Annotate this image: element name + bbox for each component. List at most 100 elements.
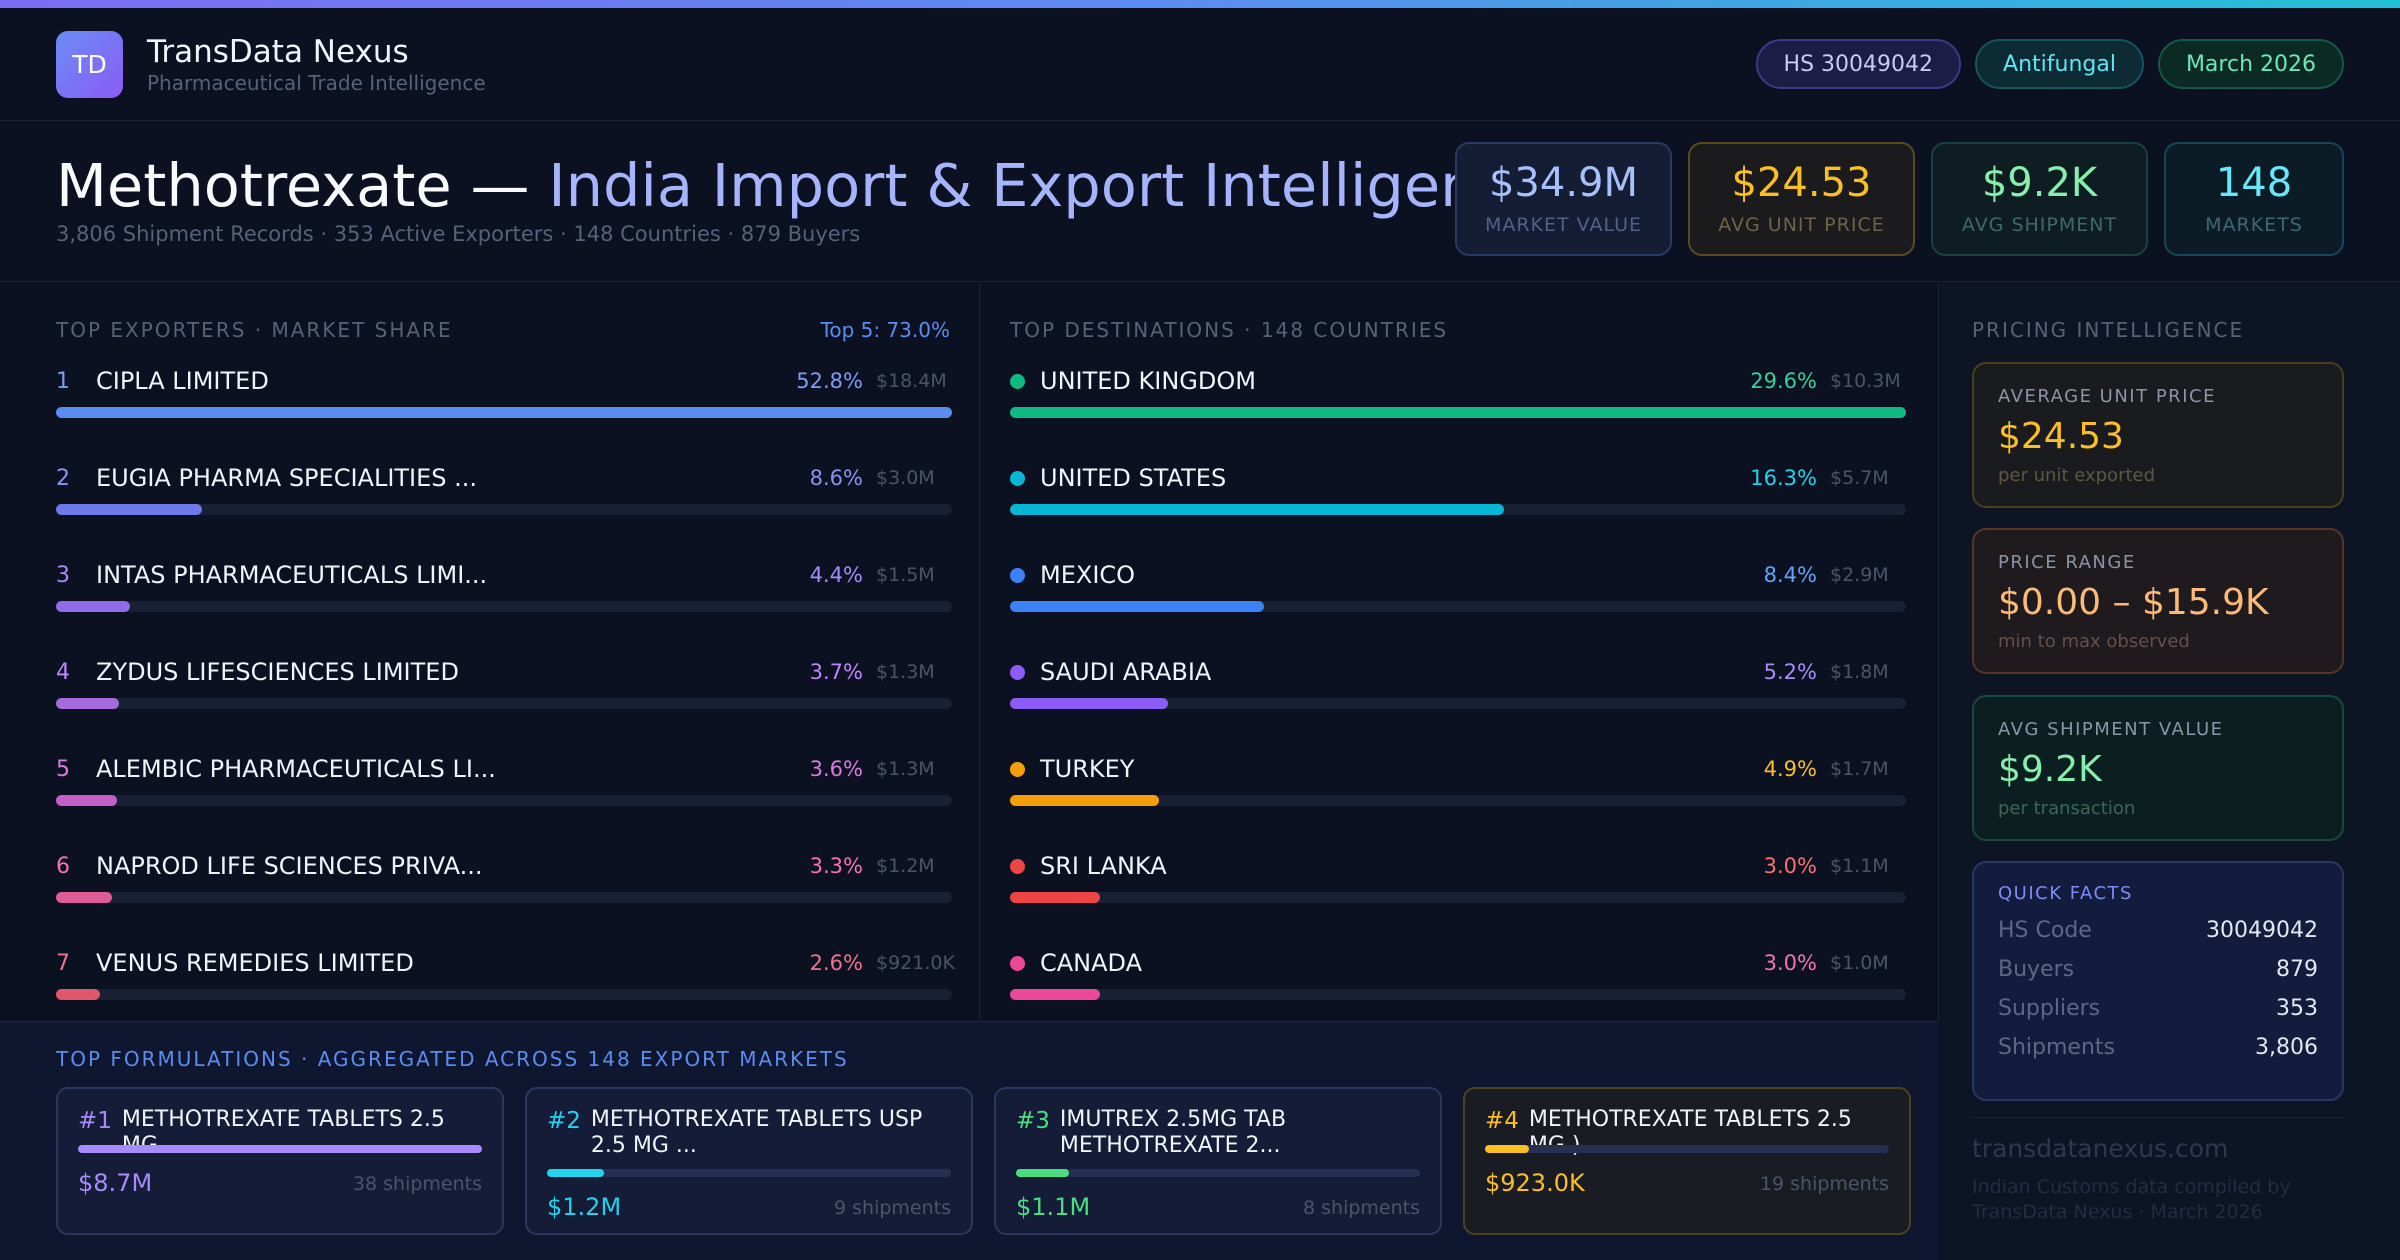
destination-share-pct: 29.6% [1750, 369, 1817, 393]
share-bar-fill [56, 407, 952, 418]
card-note: per transaction [1998, 798, 2136, 819]
destination-row[interactable]: SRI LANKA 3.0% $1.1M [1010, 850, 1906, 947]
stat-markets: 148 MARKETS [2164, 142, 2344, 256]
exporter-name: ALEMBIC PHARMACEUTICALS LI... [96, 755, 496, 783]
formulation-shipments: 19 shipments [1759, 1173, 1889, 1195]
formulation-value: $923.0K [1485, 1169, 1585, 1197]
destination-value: $1.7M [1830, 758, 1889, 780]
stat-value: $24.53 [1731, 160, 1872, 206]
card-label: AVG SHIPMENT VALUE [1998, 719, 2224, 740]
page-title-rest: India Import & Export Intelligence [529, 151, 1547, 220]
share-bar-fill [56, 795, 117, 806]
stat-label: MARKETS [2205, 214, 2303, 236]
top-destinations-panel: TOP DESTINATIONS · 148 COUNTRIES UNITED … [981, 283, 1939, 1020]
formulation-rank: #3 [1016, 1108, 1050, 1134]
exporter-value: $1.3M [876, 661, 935, 683]
exporter-row[interactable]: 1 CIPLA LIMITED 52.8% $18.4M [56, 365, 952, 462]
formulation-card[interactable]: #3 IMUTREX 2.5MG TAB METHOTREXATE 2... $1.… [994, 1087, 1442, 1235]
exporter-row-line: 4 ZYDUS LIFESCIENCES LIMITED 3.7% $1.3M [56, 656, 952, 688]
exporter-row[interactable]: 6 NAPROD LIFE SCIENCES PRIVA... 3.3% $1.2M [56, 850, 952, 947]
quick-facts-card: QUICK FACTS HS Code 30049042 Buyers 879 … [1972, 861, 2344, 1101]
brand-logo[interactable]: TD [56, 30, 123, 98]
exporter-row[interactable]: 2 EUGIA PHARMA SPECIALITIES ... 8.6% $3.0M [56, 462, 952, 559]
exporter-share-pct: 4.4% [809, 563, 863, 587]
exporter-share-pct: 2.6% [809, 951, 863, 975]
exporter-value: $1.2M [876, 855, 935, 877]
exporter-row[interactable]: 4 ZYDUS LIFESCIENCES LIMITED 3.7% $1.3M [56, 656, 952, 753]
data-credits: Indian Customs data compiled by TransDat… [1972, 1176, 2291, 1223]
exporter-row-line: 3 INTAS PHARMACEUTICALS LIMI... 4.4% $1.5M [56, 559, 952, 591]
stat-value: $9.2K [1981, 160, 2098, 206]
hs-code-pill[interactable]: HS 30049042 [1755, 39, 1962, 89]
exporter-value: $3.0M [876, 467, 935, 489]
share-bar-track [1010, 795, 1906, 806]
hero-section: Methotrexate — India Import & Export Int… [0, 122, 2400, 282]
formulation-card[interactable]: #2 METHOTREXATE TABLETS USP 2.5 MG ... $1.… [525, 1087, 973, 1235]
fact-value: 879 [2276, 957, 2318, 982]
site-link[interactable]: transdatanexus.com [1972, 1134, 2229, 1163]
share-bar-track [1010, 698, 1906, 709]
share-bar-fill [1010, 601, 1265, 612]
fact-key: Suppliers [1998, 996, 2101, 1021]
formulation-bar-fill [547, 1169, 604, 1177]
stat-label: AVG UNIT PRICE [1718, 214, 1885, 236]
card-note: min to max observed [1998, 631, 2190, 652]
share-bar-fill [56, 504, 203, 515]
share-bar-track [56, 892, 952, 903]
share-bar-track [56, 795, 952, 806]
share-bar-track [1010, 407, 1906, 418]
destination-name: CANADA [1040, 949, 1143, 977]
share-bar-fill [1010, 892, 1101, 903]
card-label: PRICE RANGE [1998, 552, 2136, 573]
destination-row-line: MEXICO 8.4% $2.9M [1010, 559, 1906, 591]
destination-row[interactable]: CANADA 3.0% $1.0M [1010, 947, 1906, 1044]
period-pill[interactable]: March 2026 [2157, 39, 2344, 89]
country-dot-icon [1010, 664, 1025, 680]
destinations-list: UNITED KINGDOM 29.6% $10.3M UNITED STATES 16… [1010, 365, 1906, 1044]
destination-value: $1.0M [1830, 952, 1889, 974]
destination-row[interactable]: TURKEY 4.9% $1.7M [1010, 753, 1906, 850]
destination-name: UNITED STATES [1040, 464, 1227, 492]
destinations-heading: TOP DESTINATIONS · 148 COUNTRIES [1010, 318, 1449, 342]
formulation-card[interactable]: #1 METHOTREXATE TABLETS 2.5 MG $8.7M 38 shi… [56, 1087, 504, 1235]
country-dot-icon [1010, 761, 1025, 777]
destination-row[interactable]: UNITED STATES 16.3% $5.7M [1010, 462, 1906, 559]
share-bar-fill [56, 698, 119, 709]
destination-row-line: CANADA 3.0% $1.0M [1010, 947, 1906, 979]
exporter-value: $1.5M [876, 564, 935, 586]
destination-row-line: TURKEY 4.9% $1.7M [1010, 753, 1906, 785]
exporter-row-line: 7 VENUS REMEDIES LIMITED 2.6% $921.0K [56, 947, 955, 979]
accent-stripe [0, 0, 2400, 8]
exporter-row[interactable]: 3 INTAS PHARMACEUTICALS LIMI... 4.4% $1.5M [56, 559, 952, 656]
fact-key: Shipments [1998, 1035, 2115, 1060]
country-dot-icon [1010, 858, 1025, 874]
destination-name: SRI LANKA [1040, 852, 1167, 880]
destination-share-pct: 5.2% [1763, 660, 1817, 684]
formulation-bar-track [78, 1145, 482, 1153]
exporter-share-pct: 3.7% [809, 660, 863, 684]
category-pill[interactable]: Antifungal [1975, 39, 2144, 89]
formulation-shipments: 8 shipments [1303, 1197, 1420, 1219]
destination-row[interactable]: MEXICO 8.4% $2.9M [1010, 559, 1906, 656]
destination-name: SAUDI ARABIA [1040, 658, 1212, 686]
formulation-bar-track [547, 1169, 951, 1177]
brand-block: TransData Nexus Pharmaceutical Trade Int… [147, 33, 486, 95]
stat-market-value: $34.9M MARKET VALUE [1455, 142, 1672, 256]
destination-row[interactable]: UNITED KINGDOM 29.6% $10.3M [1010, 365, 1906, 462]
exporter-row[interactable]: 7 VENUS REMEDIES LIMITED 2.6% $921.0K [56, 947, 955, 1044]
destination-share-pct: 4.9% [1763, 757, 1817, 781]
destination-row[interactable]: SAUDI ARABIA 5.2% $1.8M [1010, 656, 1906, 753]
destination-share-pct: 3.0% [1763, 951, 1817, 975]
exporter-row[interactable]: 5 ALEMBIC PHARMACEUTICALS LI... 3.6% $1.3M [56, 753, 952, 850]
destination-value: $2.9M [1830, 564, 1889, 586]
fact-row-buyers: Buyers 879 [1998, 957, 2318, 982]
share-bar-track [1010, 504, 1906, 515]
formulation-bar-fill [78, 1145, 482, 1153]
exporters-list: 1 CIPLA LIMITED 52.8% $18.4M 2 EUGIA PHARMA S… [56, 365, 955, 1044]
exporter-value: $18.4M [876, 370, 947, 392]
share-bar-track [56, 601, 952, 612]
top-exporters-panel: TOP EXPORTERS · MARKET SHARE Top 5: 73.0… [0, 283, 980, 1020]
fact-value: 3,806 [2255, 1035, 2318, 1060]
exporter-share-pct: 3.3% [809, 854, 863, 878]
